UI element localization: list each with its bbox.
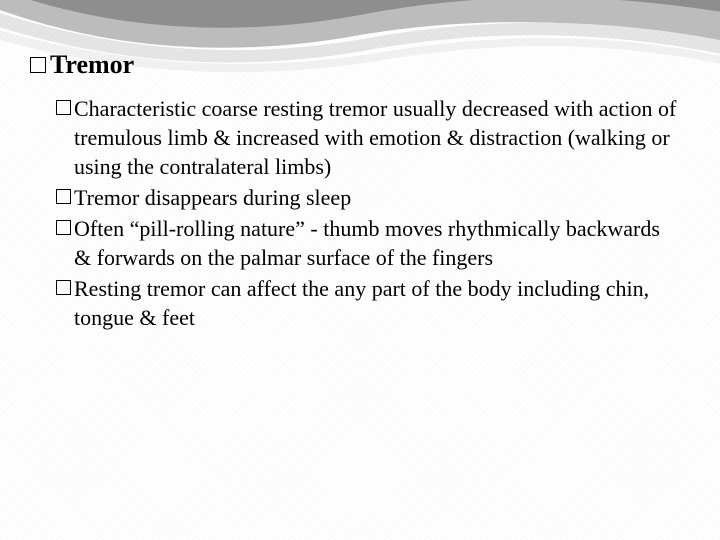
bullet-list: Characteristic coarse resting tremor usu… <box>56 94 680 332</box>
list-item-text: Tremor disappears during sleep <box>74 183 680 212</box>
heading-text: Tremor <box>50 50 134 80</box>
slide-content: Tremor Characteristic coarse resting tre… <box>30 50 680 334</box>
list-item: Tremor disappears during sleep <box>56 183 680 212</box>
list-item-text: Characteristic coarse resting tremor usu… <box>74 94 680 181</box>
list-item: Resting tremor can affect the any part o… <box>56 274 680 332</box>
list-item-text: Resting tremor can affect the any part o… <box>74 274 680 332</box>
square-bullet-icon <box>30 57 46 73</box>
square-bullet-icon <box>56 220 71 235</box>
square-bullet-icon <box>56 100 71 115</box>
list-item-text: Often “pill-rolling nature” - thumb move… <box>74 214 680 272</box>
list-item: Characteristic coarse resting tremor usu… <box>56 94 680 181</box>
square-bullet-icon <box>56 280 71 295</box>
square-bullet-icon <box>56 189 71 204</box>
list-item: Often “pill-rolling nature” - thumb move… <box>56 214 680 272</box>
heading-row: Tremor <box>30 50 680 80</box>
